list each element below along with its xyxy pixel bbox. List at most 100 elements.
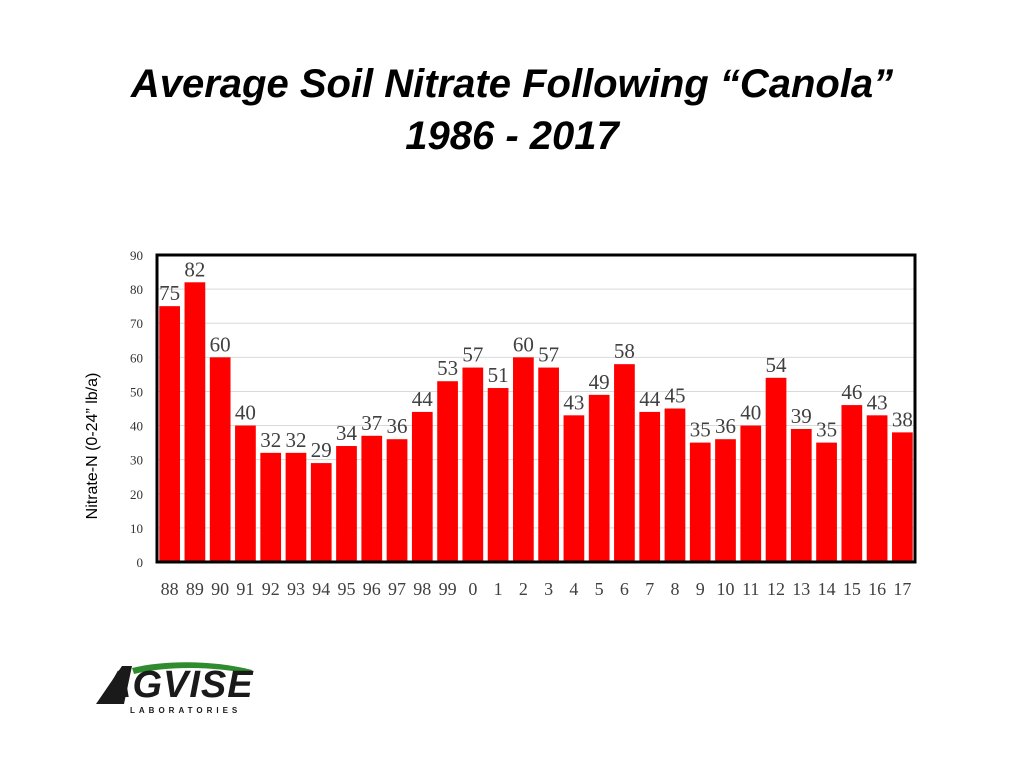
bar	[209, 357, 231, 562]
y-tick-label: 90	[130, 248, 143, 263]
data-label: 37	[361, 411, 382, 435]
data-label: 60	[210, 332, 231, 356]
bar	[588, 394, 610, 562]
data-label: 29	[311, 438, 332, 462]
x-tick-label: 1	[494, 579, 503, 599]
data-label: 75	[159, 281, 180, 305]
bar	[159, 306, 180, 562]
x-tick-label: 5	[595, 579, 604, 599]
x-tick-label: 11	[742, 579, 759, 599]
bar	[892, 432, 913, 562]
data-label: 43	[563, 390, 584, 414]
data-label: 32	[260, 428, 281, 452]
x-tick-label: 4	[569, 579, 578, 599]
bar	[790, 428, 812, 562]
logo-subtext: LABORATORIES	[130, 706, 242, 715]
x-tick-label: 93	[287, 579, 305, 599]
x-tick-label: 3	[544, 579, 553, 599]
bar	[866, 415, 888, 562]
data-label: 38	[892, 407, 913, 431]
x-tick-label: 89	[186, 579, 204, 599]
x-tick-label: 90	[211, 579, 229, 599]
bar	[285, 452, 307, 562]
x-tick-label: 95	[338, 579, 356, 599]
x-tick-label: 6	[620, 579, 629, 599]
y-tick-label: 50	[130, 384, 143, 399]
bar	[816, 442, 837, 562]
data-label: 40	[740, 401, 761, 425]
data-label: 36	[715, 414, 736, 438]
x-tick-label: 17	[893, 579, 911, 599]
bar	[462, 367, 484, 562]
x-tick-label: 98	[413, 579, 431, 599]
data-label: 44	[639, 387, 661, 411]
y-tick-label: 40	[130, 419, 143, 434]
y-tick-labels: 0 10 20 30 40 50 60 70 80 90	[130, 248, 143, 570]
data-label: 54	[766, 353, 788, 377]
data-label: 45	[664, 384, 685, 408]
bar	[487, 388, 509, 562]
bar	[184, 282, 206, 562]
bar	[513, 357, 534, 562]
bar	[411, 411, 433, 562]
title-line-2: 1986 - 2017	[405, 114, 619, 158]
y-tick-label: 10	[130, 521, 143, 536]
bar	[386, 439, 408, 562]
x-tick-label: 92	[262, 579, 280, 599]
y-tick-label: 70	[130, 316, 143, 331]
x-tick-label: 96	[363, 579, 381, 599]
x-tick-label: 7	[645, 579, 654, 599]
data-label: 49	[589, 370, 610, 394]
x-tick-label: 14	[818, 579, 836, 599]
bar	[336, 446, 357, 562]
bars	[159, 282, 913, 562]
bar	[715, 439, 736, 562]
bar	[639, 411, 661, 562]
agvise-logo: AGVISE LABORATORIES	[94, 660, 254, 720]
data-label: 53	[437, 356, 458, 380]
chart-title: Average Soil Nitrate Following “Canola” …	[0, 58, 1024, 162]
x-tick-label: 12	[767, 579, 785, 599]
data-label: 57	[462, 343, 483, 367]
x-tick-label: 13	[792, 579, 810, 599]
bar	[664, 408, 686, 562]
x-tick-label: 9	[696, 579, 705, 599]
data-label: 43	[867, 390, 888, 414]
gridlines	[157, 288, 915, 529]
bar	[538, 367, 559, 562]
data-label: 39	[791, 404, 812, 428]
x-tick-label: 99	[439, 579, 457, 599]
data-label: 46	[841, 380, 862, 404]
logo-swoosh-icon	[96, 662, 252, 704]
bar	[260, 452, 282, 562]
x-tick-label: 10	[717, 579, 735, 599]
bar	[310, 463, 332, 562]
data-label: 36	[387, 414, 408, 438]
data-label: 57	[538, 343, 559, 367]
y-tick-label: 60	[130, 350, 143, 365]
bar	[765, 377, 787, 562]
bar	[689, 442, 711, 562]
x-tick-label: 91	[236, 579, 254, 599]
bar	[235, 425, 256, 562]
data-label: 35	[690, 418, 711, 442]
bar	[361, 435, 383, 562]
x-tick-label: 0	[468, 579, 477, 599]
x-tick-labels: 88 89 90 91 92 93 94 95 96 97 98 99 0 1 2 3 4 5 6 7 8 9 10 11 12…	[161, 579, 912, 599]
x-tick-label: 8	[670, 579, 679, 599]
x-tick-label: 16	[868, 579, 886, 599]
data-label: 51	[488, 363, 509, 387]
logo-wordmark: AGVISE	[104, 664, 254, 706]
data-label: 32	[285, 428, 306, 452]
data-label: 40	[235, 401, 256, 425]
y-tick-label: 80	[130, 282, 143, 297]
y-tick-label: 0	[137, 555, 144, 570]
data-label: 34	[336, 421, 358, 445]
bar	[437, 381, 458, 562]
data-label: 58	[614, 339, 635, 363]
bar	[563, 415, 585, 562]
bar	[841, 405, 863, 562]
x-tick-label: 15	[843, 579, 861, 599]
